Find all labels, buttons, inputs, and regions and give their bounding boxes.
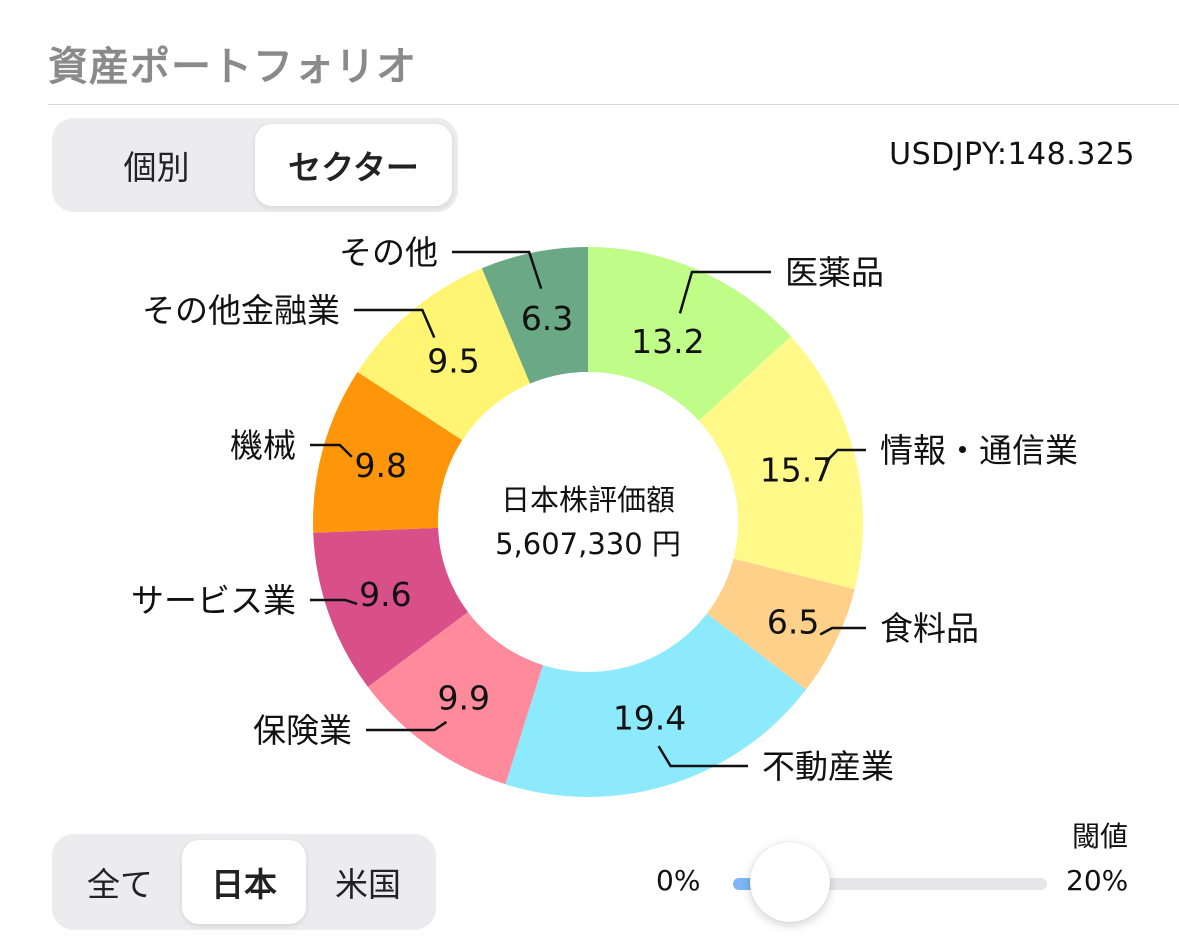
slice-category-label: 情報・通信業 (880, 431, 1078, 470)
donut-slice[interactable] (698, 336, 863, 590)
slice-value-label: 9.8 (354, 446, 406, 485)
region-us-button[interactable]: 米国 (335, 865, 401, 904)
slice-value-label: 9.6 (359, 575, 411, 614)
region-japan-button[interactable]: 日本 (182, 840, 306, 924)
slice-value-label: 6.5 (767, 602, 819, 641)
usdjpy-rate: USDJPY:148.325 (889, 137, 1135, 172)
center-value: 5,607,330 円 (495, 527, 681, 561)
slice-connector-line (824, 448, 866, 464)
threshold-min-label: 0% (656, 864, 701, 897)
donut-slice[interactable] (367, 611, 543, 785)
slice-category-label: 食料品 (880, 609, 979, 648)
slice-value-label: 9.9 (437, 678, 489, 717)
slice-category-label: その他金融業 (142, 291, 340, 330)
slice-connector-line (657, 745, 748, 768)
donut-slice[interactable] (313, 371, 463, 533)
region-all-button[interactable]: 全て (87, 865, 153, 904)
slice-value-label: 19.4 (613, 699, 686, 738)
slice-value-label: 6.3 (521, 299, 573, 338)
threshold-max-label: 20% (1066, 864, 1129, 897)
slice-connector-line (819, 626, 866, 636)
slice-category-label: 不動産業 (762, 747, 894, 786)
slice-connector-line (310, 443, 353, 458)
threshold-label: 閾値 (1072, 820, 1129, 853)
slice-value-label: 15.7 (760, 450, 833, 489)
page-title: 資産ポートフォリオ (48, 44, 417, 90)
donut-hole (451, 385, 725, 659)
slice-category-label: その他 (339, 233, 438, 272)
donut-slice[interactable] (481, 247, 588, 384)
slice-value-label: 9.5 (427, 342, 479, 381)
slice-connector-line (366, 720, 448, 732)
threshold-slider-thumb[interactable] (749, 842, 830, 922)
slice-category-label: 機械 (230, 426, 296, 465)
donut-slice[interactable] (588, 247, 791, 421)
view-individual-button[interactable]: 個別 (123, 148, 190, 187)
slice-connector-line (678, 270, 771, 314)
center-label: 日本株評価額 (501, 483, 675, 517)
slice-connector-line (452, 250, 543, 290)
title-divider (48, 104, 1179, 105)
sector-donut-chart: 医薬品 13.2 情報・通信業 15.7 食料品 6.5 不動産業 19.4 保険業 9.9 サービ… (131, 233, 1078, 798)
slice-connector-line (354, 308, 436, 339)
donut-slice[interactable] (505, 613, 806, 798)
donut-slice[interactable] (706, 558, 855, 690)
slice-connector-line (310, 598, 358, 606)
slice-category-label: サービス業 (131, 581, 296, 620)
view-mode-toggle: 個別 セクター (52, 118, 458, 212)
region-toggle: 全て 日本 米国 (52, 834, 436, 930)
donut-slice[interactable] (313, 527, 468, 687)
slice-value-label: 13.2 (631, 322, 704, 361)
donut-slice[interactable] (357, 268, 531, 441)
view-sector-button[interactable]: セクター (255, 124, 452, 206)
slice-category-label: 保険業 (253, 711, 352, 750)
slice-category-label: 医薬品 (785, 253, 884, 292)
